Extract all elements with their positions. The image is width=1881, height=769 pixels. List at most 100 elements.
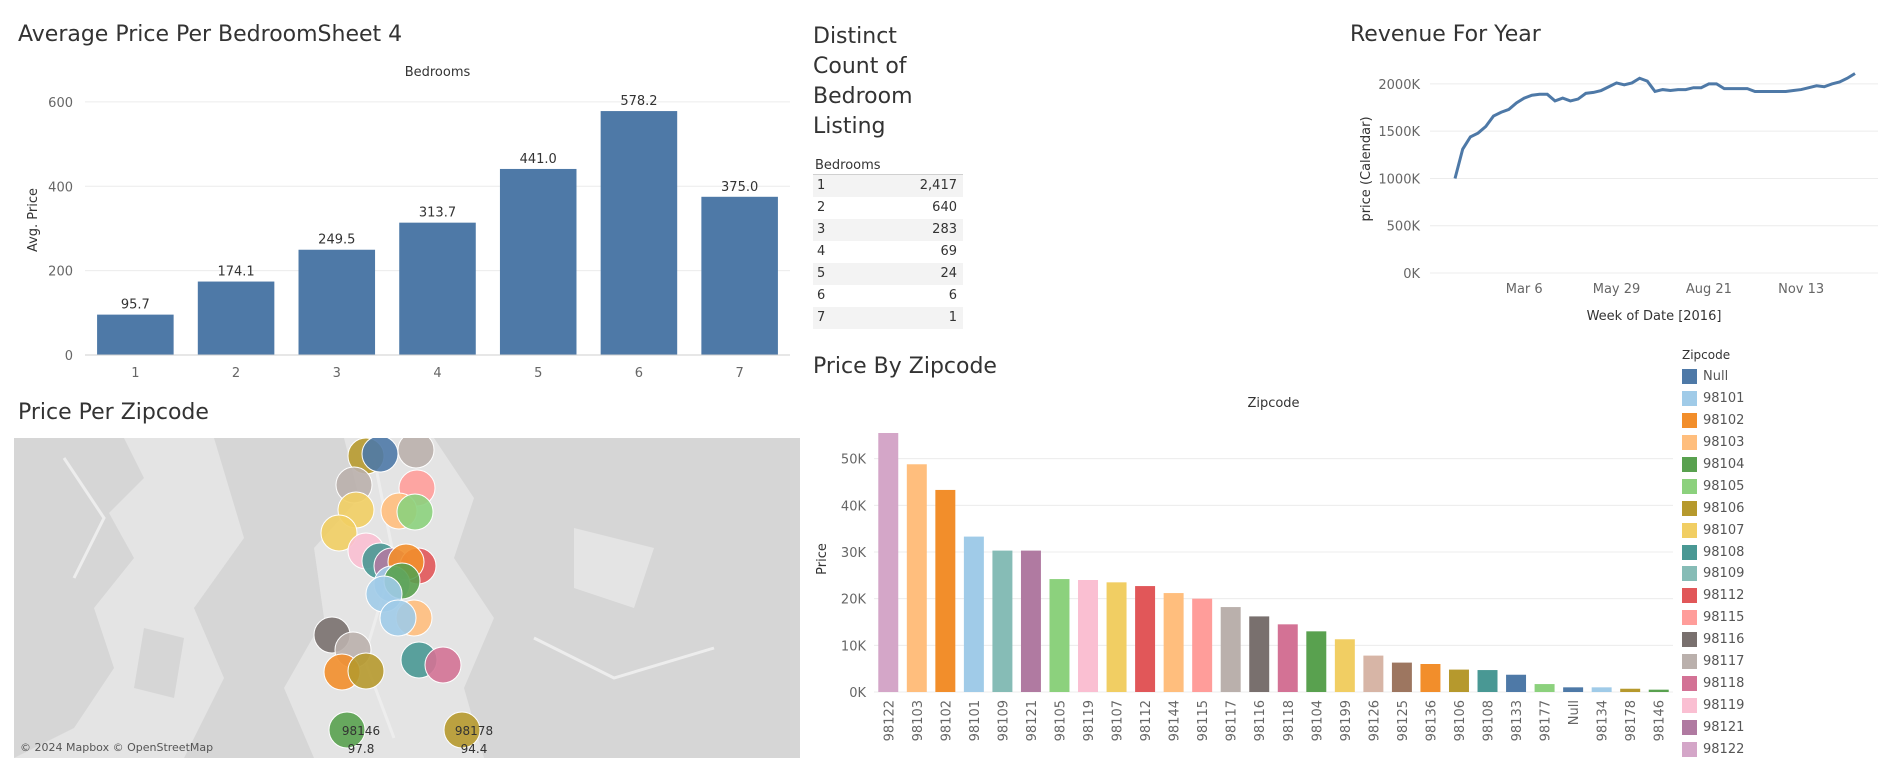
bar[interactable]: [399, 222, 476, 355]
y-tick-label: 50K: [841, 453, 867, 468]
x-tick-label: 98105: [1053, 700, 1068, 741]
table-row[interactable]: 3 283: [813, 219, 963, 241]
bar[interactable]: [1477, 670, 1498, 692]
bar[interactable]: [1563, 687, 1584, 692]
map-circle[interactable]: [424, 646, 462, 684]
map-circle[interactable]: [397, 438, 435, 469]
x-tick-label: Aug 21: [1686, 282, 1732, 297]
map-circle[interactable]: [443, 711, 481, 749]
count-cell: 69: [940, 244, 957, 259]
legend-item[interactable]: 98102: [1682, 410, 1872, 432]
x-tick-label: 1: [131, 366, 139, 381]
x-tick-label: 98144: [1168, 700, 1183, 741]
legend-item[interactable]: 98116: [1682, 629, 1872, 651]
bar[interactable]: [1448, 669, 1469, 692]
legend-label: 98119: [1703, 697, 1745, 713]
legend-swatch: [1682, 369, 1697, 385]
legend-item[interactable]: 98118: [1682, 672, 1872, 694]
legend-item[interactable]: 98101: [1682, 388, 1872, 410]
bar[interactable]: [878, 433, 899, 692]
bar[interactable]: [1306, 631, 1327, 692]
legend-item[interactable]: 98103: [1682, 432, 1872, 454]
legend-item[interactable]: 98121: [1682, 716, 1872, 738]
revenue-line[interactable]: [1453, 72, 1856, 179]
bar[interactable]: [1020, 550, 1041, 692]
legend-item[interactable]: 98106: [1682, 497, 1872, 519]
x-tick-label: 98102: [939, 700, 954, 741]
bar[interactable]: [1591, 687, 1612, 692]
map-circles[interactable]: [313, 438, 481, 749]
bedrooms-cell: 4: [817, 244, 826, 259]
table-row[interactable]: 1 2,417: [813, 175, 963, 197]
bar[interactable]: [298, 249, 376, 355]
map-circle[interactable]: [320, 514, 358, 552]
legend-label: 98101: [1703, 391, 1745, 407]
bedrooms-cell: 6: [817, 288, 826, 303]
legend-item[interactable]: Null: [1682, 366, 1872, 388]
bar[interactable]: [1192, 598, 1213, 692]
count-cell: 24: [940, 266, 957, 281]
bar[interactable]: [1506, 674, 1527, 692]
y-tick-label: 1000K: [1378, 172, 1420, 187]
bar[interactable]: [935, 489, 956, 692]
x-tick-label: 98116: [1253, 700, 1268, 741]
bar[interactable]: [1420, 664, 1441, 692]
bar[interactable]: [1648, 689, 1669, 692]
legend-label: 98106: [1703, 500, 1745, 516]
legend-item[interactable]: 98104: [1682, 454, 1872, 476]
bar[interactable]: [97, 314, 174, 355]
legend-item[interactable]: 98117: [1682, 651, 1872, 673]
legend-label: 98108: [1703, 544, 1745, 560]
bar[interactable]: [963, 536, 984, 692]
bar[interactable]: [1249, 616, 1270, 692]
map-circle[interactable]: [347, 652, 385, 690]
map-canvas[interactable]: [14, 438, 800, 758]
legend-item[interactable]: 98119: [1682, 694, 1872, 716]
legend-item[interactable]: 98115: [1682, 607, 1872, 629]
bar[interactable]: [600, 111, 678, 356]
bedroom-chart-title: Average Price Per BedroomSheet 4: [18, 22, 403, 47]
map-circle[interactable]: [379, 599, 417, 637]
table-row[interactable]: 4 69: [813, 241, 963, 263]
table-row[interactable]: 2 640: [813, 197, 963, 219]
bar[interactable]: [1334, 639, 1355, 692]
legend-item[interactable]: 98105: [1682, 475, 1872, 497]
bar[interactable]: [1391, 662, 1412, 692]
bedrooms-cell: 7: [817, 310, 826, 325]
legend-label: 98102: [1703, 413, 1745, 429]
x-tick-label: 98199: [1339, 700, 1354, 741]
bar[interactable]: [1106, 582, 1127, 692]
x-tick-label: 98118: [1282, 700, 1297, 741]
bar[interactable]: [992, 550, 1013, 692]
bar[interactable]: [906, 464, 927, 692]
map-circle[interactable]: [328, 711, 366, 749]
y-axis-label: Price: [815, 543, 830, 575]
legend-item[interactable]: 98109: [1682, 563, 1872, 585]
bar[interactable]: [1277, 624, 1298, 692]
map-circle[interactable]: [396, 493, 434, 531]
zipcode-map[interactable]: © 2024 Mapbox © OpenStreetMap 98146 97.8…: [14, 438, 800, 758]
legend-item[interactable]: 98112: [1682, 585, 1872, 607]
y-tick-label: 20K: [841, 593, 867, 608]
bar[interactable]: [1135, 586, 1156, 692]
map-circle[interactable]: [361, 438, 399, 473]
bar[interactable]: [1534, 684, 1555, 692]
bar[interactable]: [1620, 688, 1641, 692]
x-tick-label: Mar 6: [1506, 282, 1543, 297]
bar[interactable]: [499, 168, 577, 355]
bar[interactable]: [1220, 607, 1241, 692]
map-label-zip: 98178: [454, 724, 494, 738]
legend-item[interactable]: 98122: [1682, 738, 1872, 760]
bar[interactable]: [1078, 580, 1099, 692]
table-row[interactable]: 5 24: [813, 263, 963, 285]
zipcode-bars-title: Price By Zipcode: [813, 354, 997, 379]
bar[interactable]: [1163, 593, 1184, 692]
bar[interactable]: [701, 196, 778, 355]
bar[interactable]: [197, 281, 275, 355]
bar[interactable]: [1049, 579, 1070, 692]
legend-item[interactable]: 98107: [1682, 519, 1872, 541]
legend-item[interactable]: 98108: [1682, 541, 1872, 563]
bar[interactable]: [1363, 655, 1384, 692]
